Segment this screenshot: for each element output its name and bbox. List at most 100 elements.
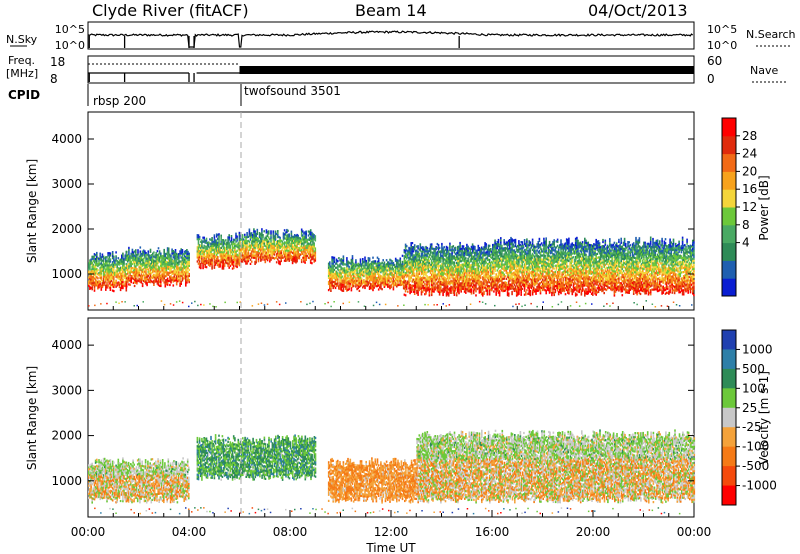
scatter-cell [116, 262, 118, 265]
scatter-cell [149, 258, 152, 261]
scatter-cell [377, 258, 380, 261]
scatter-cell [150, 260, 153, 263]
scatter-cell [156, 272, 159, 275]
scatter-cell [230, 263, 233, 266]
scatter-cell [333, 256, 336, 259]
scatter-cell [308, 232, 311, 235]
scatter-cell [110, 279, 113, 282]
scatter-cell [115, 281, 117, 284]
scatter-cell [187, 275, 189, 278]
scatter-cell [98, 286, 100, 289]
scatter-cell [365, 276, 367, 279]
scatter-cell [238, 244, 241, 247]
scatter-cell [246, 240, 248, 243]
nsky-trace [87, 30, 694, 48]
scatter-cell [248, 232, 251, 235]
scatter-cell [154, 262, 156, 265]
scatter-cell [250, 240, 253, 243]
scatter-cell [305, 238, 307, 241]
scatter-cell [283, 235, 286, 238]
scatter-cell [180, 250, 182, 253]
scatter-cell [198, 260, 201, 263]
scatter-cell [153, 279, 155, 282]
scatter-cell [359, 268, 362, 271]
scatter-cell [331, 256, 333, 259]
scatter-cell [246, 244, 248, 247]
scatter-cell [138, 259, 140, 262]
scatter-cell [350, 270, 353, 274]
scatter-cell [219, 265, 221, 268]
scatter-cell [98, 280, 100, 283]
scatter-cell [167, 279, 170, 283]
scatter-cell [337, 282, 339, 285]
scatter-cell [351, 263, 354, 266]
scatter-cell [366, 266, 369, 269]
scatter-cell [197, 246, 200, 249]
scatter-cell [149, 273, 152, 276]
scatter-cell [286, 255, 288, 258]
scatter-cell [495, 273, 497, 276]
scatter-cell [298, 247, 301, 250]
scatter-cell [273, 257, 276, 260]
scatter-cell [93, 255, 96, 258]
scatter-cell [99, 281, 101, 284]
scatter-cell [172, 278, 175, 281]
scatter-cell [145, 272, 147, 275]
scatter-cell [331, 262, 333, 265]
scatter-cell [236, 257, 238, 260]
scatter-cell [142, 279, 145, 283]
scatter-cell [228, 242, 230, 245]
scatter-cell [133, 274, 136, 277]
scatter-cell [261, 246, 263, 249]
scatter-cell [147, 262, 150, 265]
scatter-cell [111, 255, 114, 258]
scatter-cell [197, 236, 200, 239]
scatter-cell [496, 283, 499, 286]
scatter-cell [206, 251, 209, 255]
scatter-cell [210, 244, 212, 247]
scatter-cell [123, 260, 125, 263]
scatter-cell [174, 255, 177, 258]
scatter-cell [357, 281, 359, 284]
scatter-cell [305, 230, 307, 233]
scatter-cell [366, 268, 369, 271]
scatter-cell [99, 266, 101, 269]
scatter-cell [307, 250, 310, 253]
scatter-cell [418, 252, 420, 255]
scatter-cell [277, 250, 279, 253]
scatter-cell [163, 277, 165, 280]
scatter-cell [180, 266, 182, 269]
scatter-cell [433, 282, 435, 285]
scatter-cell [96, 282, 98, 285]
scatter-cell [179, 280, 181, 283]
scatter-cell [154, 278, 156, 281]
scatter-cell [242, 244, 245, 247]
scatter-cell [160, 270, 162, 273]
scatter-cell [177, 278, 179, 281]
scatter-cell [358, 281, 361, 284]
scatter-cell [365, 270, 367, 273]
scatter-cell [181, 267, 184, 270]
scatter-cell [222, 257, 225, 260]
scatter-cell [210, 246, 212, 249]
scatter-cell [165, 281, 168, 284]
scatter-cell [183, 271, 186, 274]
scatter-cell [333, 275, 336, 278]
scatter-cell [342, 285, 345, 288]
scatter-cell [250, 234, 253, 237]
scatter-cell [330, 267, 332, 270]
scatter-cell [246, 234, 248, 237]
scatter-cell [145, 268, 147, 271]
scatter-cell [173, 257, 176, 260]
scatter-cell [105, 260, 107, 263]
scatter-cell [172, 284, 175, 287]
scatter-cell [177, 280, 179, 283]
scatter-cell [314, 251, 317, 254]
scatter-cell [343, 277, 346, 280]
scatter-cell [235, 240, 237, 243]
scatter-cell [302, 236, 304, 239]
scatter-cell [185, 256, 187, 259]
scatter-cell [392, 278, 395, 281]
scatter-cell [452, 275, 455, 278]
scatter-cell [330, 269, 332, 272]
